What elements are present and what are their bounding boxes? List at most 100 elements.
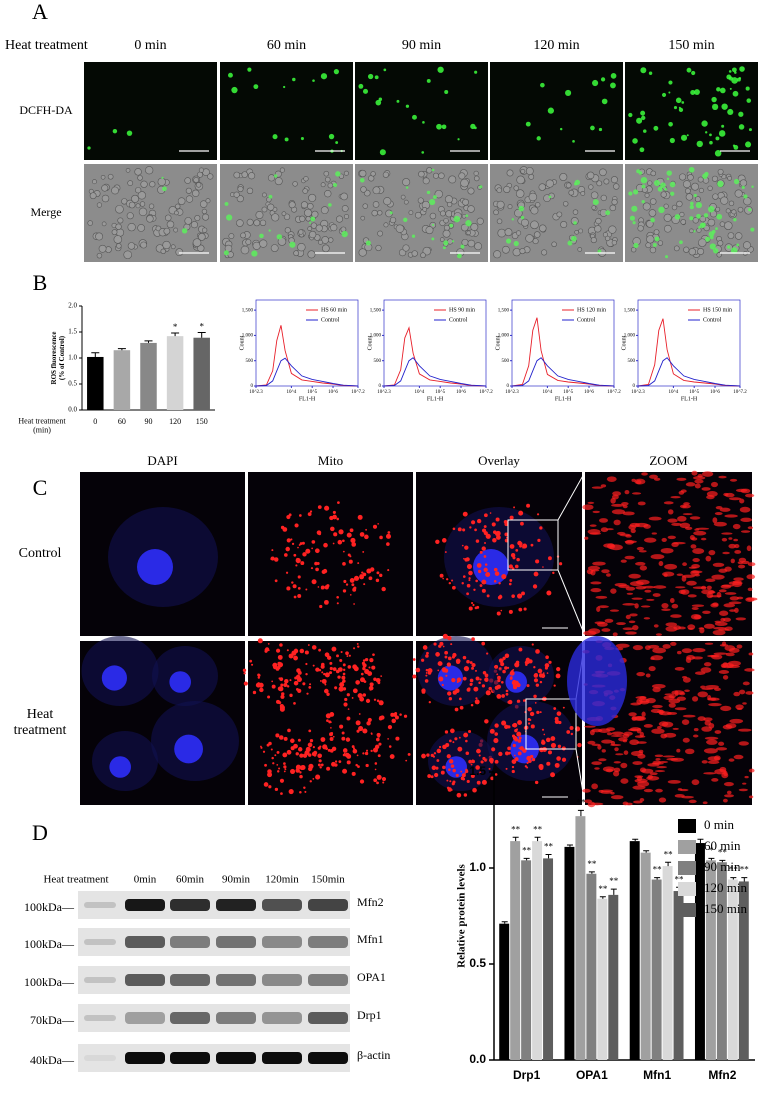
mitochondrion xyxy=(477,569,482,574)
protein-band xyxy=(262,1012,302,1024)
cell xyxy=(520,218,529,227)
mitochondrion xyxy=(319,604,323,609)
mitochondrion xyxy=(304,750,310,756)
marker-label: 100kDa— xyxy=(24,900,75,914)
mitochondrion xyxy=(632,624,639,631)
fluorescent-spot xyxy=(694,89,700,95)
mitochondrion xyxy=(611,731,624,736)
mitochondrion xyxy=(280,694,285,699)
mitochondrion xyxy=(381,776,387,782)
cell xyxy=(591,205,597,210)
mitochondrion xyxy=(386,542,390,546)
cell xyxy=(270,244,279,252)
mitochondrion xyxy=(570,732,574,736)
mitochondrion xyxy=(601,628,611,632)
micrograph xyxy=(490,164,623,262)
fluorescent-spot xyxy=(675,97,682,104)
mitochondrion xyxy=(516,557,520,562)
mitochondrion xyxy=(279,706,285,712)
mitochondrion xyxy=(302,682,306,686)
mitochondrion xyxy=(293,595,297,599)
mitochondrion xyxy=(523,607,527,611)
fluorescent-spot xyxy=(449,223,454,228)
mitochondrion xyxy=(663,501,674,505)
mitochondrion xyxy=(442,645,445,648)
mitochondrion xyxy=(742,702,747,705)
cell xyxy=(426,167,433,174)
mitochondrion xyxy=(284,553,288,557)
cell xyxy=(578,228,584,234)
mitochondrion xyxy=(433,752,437,755)
cell xyxy=(699,215,707,223)
bar xyxy=(510,841,521,1060)
mitochondrion xyxy=(339,658,343,663)
mitochondrion xyxy=(558,720,562,725)
mitochondrion xyxy=(456,792,462,798)
cell xyxy=(448,175,457,184)
fluorescent-spot xyxy=(247,67,252,72)
micrograph xyxy=(412,633,586,806)
mitochondrion xyxy=(601,739,613,744)
mitochondrion xyxy=(616,622,626,625)
fluorescent-spot xyxy=(421,151,425,154)
mitochondrion xyxy=(631,492,642,495)
fluorescent-spot xyxy=(223,250,229,256)
cell xyxy=(682,180,691,189)
mitochondrion xyxy=(365,763,369,768)
mitochondrion xyxy=(442,633,448,639)
mitochondrion xyxy=(454,737,458,741)
mitochondrion xyxy=(501,720,507,726)
mitochondrion xyxy=(494,664,499,669)
cell xyxy=(611,239,618,246)
mitochondrion xyxy=(472,603,475,606)
cell xyxy=(240,232,246,239)
cell xyxy=(577,247,583,252)
mitochondrion xyxy=(658,760,669,763)
micrograph xyxy=(80,472,245,636)
cell xyxy=(493,250,502,259)
mitochondrion xyxy=(597,744,602,750)
mitochondrion xyxy=(353,603,355,605)
mitochondrion xyxy=(437,661,443,667)
mitochondrion xyxy=(661,608,671,612)
cell xyxy=(197,233,206,241)
cell xyxy=(422,246,432,256)
mitochondrion xyxy=(603,543,615,548)
x-axis-label: FL1-H xyxy=(681,396,698,402)
fluorescent-spot xyxy=(633,242,639,249)
cell xyxy=(679,173,687,181)
mitochondrion xyxy=(450,764,455,768)
mitochondrion xyxy=(297,738,301,742)
cell xyxy=(259,219,267,226)
mitochondrion xyxy=(692,696,699,702)
mitochondrion xyxy=(688,799,697,804)
mitochondrion xyxy=(469,661,473,664)
fluorescent-spot xyxy=(320,73,328,80)
mitochondrion xyxy=(317,746,321,750)
x-tick-label: Drp1 xyxy=(513,1068,541,1082)
significance: ** xyxy=(576,797,586,807)
legend-swatch xyxy=(678,861,696,875)
mitochondrion xyxy=(279,677,284,682)
fluorescent-spot xyxy=(695,202,702,209)
cell xyxy=(115,223,122,230)
cell xyxy=(101,184,109,192)
error-bar xyxy=(643,850,650,853)
cell xyxy=(170,244,176,250)
protein-band xyxy=(216,936,256,948)
x-axis-label: FL1-H xyxy=(555,396,572,402)
cell xyxy=(297,243,306,252)
mitochondrion xyxy=(590,581,602,585)
mitochondrion xyxy=(504,666,508,670)
mitochondrion xyxy=(504,724,509,729)
mitochondrion xyxy=(293,554,296,556)
bar xyxy=(140,342,157,410)
fluorescent-spot xyxy=(181,228,188,234)
cell xyxy=(324,176,331,183)
mitochondrion xyxy=(466,583,471,588)
mitochondrion xyxy=(337,675,341,679)
fluorescent-spot xyxy=(690,201,694,206)
fluorescent-spot xyxy=(657,186,663,192)
mitochondrion xyxy=(257,673,261,677)
mitochondrion xyxy=(688,627,694,630)
